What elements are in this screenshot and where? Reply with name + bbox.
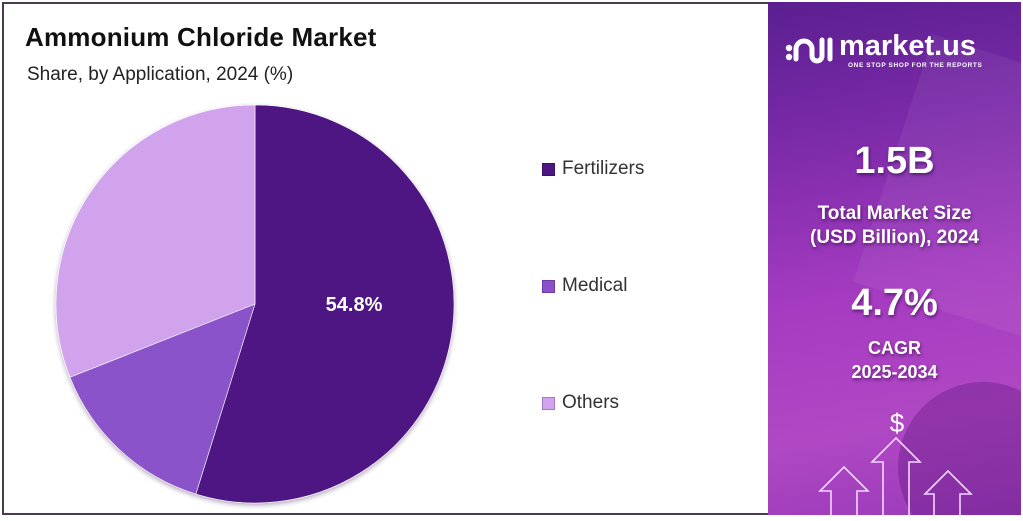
market-size-label-line2: (USD Billion), 2024 — [810, 227, 979, 248]
chart-panel: Ammonium Chloride Market Share, by Appli… — [2, 2, 768, 515]
legend-swatch-fertilizers — [542, 162, 555, 176]
up-arrow-icon — [818, 436, 973, 515]
market-size-label-line1: Total Market Size — [817, 203, 972, 224]
legend-item-others: Others — [542, 392, 619, 414]
logo-icon — [785, 37, 833, 64]
summary-panel: market.us ONE STOP SHOP FOR THE REPORTS … — [768, 2, 1021, 515]
growth-illustration: $ — [818, 408, 973, 515]
cagr-label-line1: CAGR — [868, 338, 921, 358]
legend-item-fertilizers: Fertilizers — [542, 158, 644, 180]
slice-medical — [69, 303, 256, 495]
pie-chart: 54.8% — [55, 104, 455, 504]
market-size-value: 1.5B — [854, 140, 935, 182]
cagr-value: 4.7% — [851, 282, 938, 324]
legend-label: Medical — [562, 275, 628, 296]
slice-label-fertilizers: 54.8% — [326, 294, 383, 316]
legend-swatch-medical — [542, 279, 555, 293]
cagr-label-line2: 2025-2034 — [851, 362, 938, 382]
brand-logo: market.us ONE STOP SHOP FOR THE REPORTS — [785, 30, 982, 69]
chart-title: Ammonium Chloride Market — [25, 22, 377, 52]
legend-swatch-others — [542, 396, 555, 410]
brand-tagline: ONE STOP SHOP FOR THE REPORTS — [848, 62, 983, 69]
slice-others — [55, 104, 256, 378]
chart-subtitle: Share, by Application, 2024 (%) — [27, 64, 294, 85]
dollar-icon: $ — [890, 408, 905, 438]
legend-item-medical: Medical — [542, 275, 627, 297]
legend-label: Fertilizers — [562, 158, 645, 179]
slice-fertilizers — [195, 104, 455, 504]
legend-label: Others — [562, 392, 620, 413]
brand-name: market.us — [839, 30, 977, 62]
